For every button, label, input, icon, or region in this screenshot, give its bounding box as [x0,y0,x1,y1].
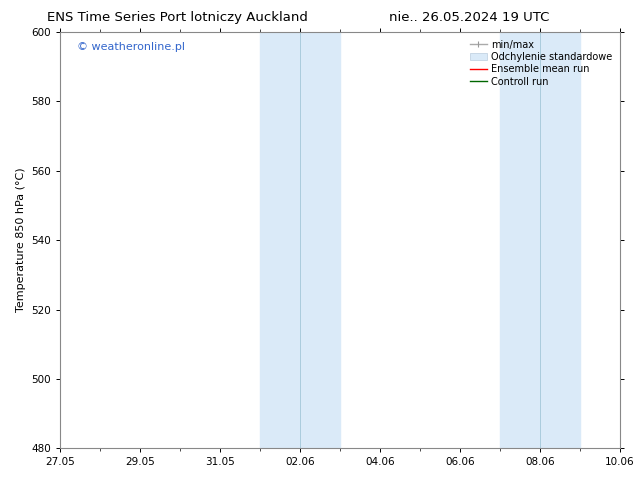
Legend: min/max, Odchylenie standardowe, Ensemble mean run, Controll run: min/max, Odchylenie standardowe, Ensembl… [467,37,615,90]
Text: nie.. 26.05.2024 19 UTC: nie.. 26.05.2024 19 UTC [389,11,549,24]
Text: © weatheronline.pl: © weatheronline.pl [77,42,185,52]
Y-axis label: Temperature 850 hPa (°C): Temperature 850 hPa (°C) [16,168,26,313]
Bar [500,32,580,448]
Text: ENS Time Series Port lotniczy Auckland: ENS Time Series Port lotniczy Auckland [47,11,308,24]
Bar [260,32,340,448]
